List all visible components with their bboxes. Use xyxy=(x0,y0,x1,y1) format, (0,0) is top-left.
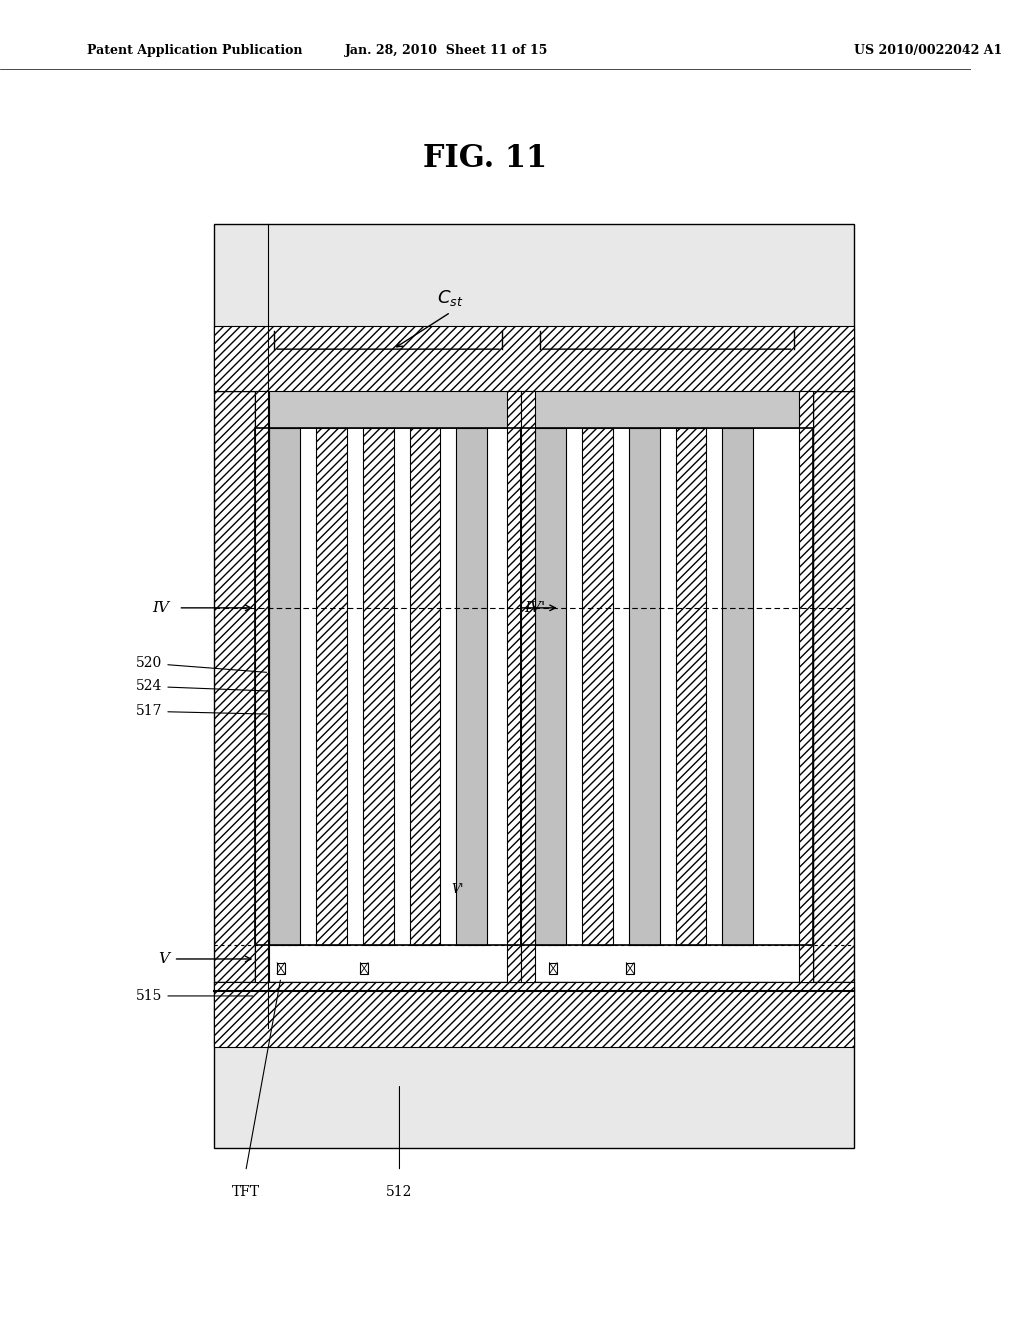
Text: 515: 515 xyxy=(136,989,253,1003)
Bar xyxy=(214,326,854,391)
Bar xyxy=(550,962,557,974)
Text: $C_{st}$: $C_{st}$ xyxy=(437,288,464,308)
Bar xyxy=(255,391,269,982)
Bar xyxy=(362,428,393,945)
Bar xyxy=(410,428,440,945)
Bar xyxy=(214,391,255,982)
Bar xyxy=(627,962,634,974)
Bar xyxy=(255,428,521,945)
Text: IV': IV' xyxy=(524,601,546,615)
Bar xyxy=(360,962,368,974)
Bar xyxy=(536,428,566,945)
Text: 520: 520 xyxy=(136,656,266,672)
Text: 512: 512 xyxy=(386,1185,413,1200)
Text: FIG. 11: FIG. 11 xyxy=(424,143,548,174)
Bar xyxy=(278,962,285,974)
Text: Patent Application Publication: Patent Application Publication xyxy=(87,44,303,57)
Bar xyxy=(269,335,507,428)
Text: 517: 517 xyxy=(136,705,266,718)
Bar xyxy=(457,428,487,945)
Bar xyxy=(676,428,707,945)
Text: IV: IV xyxy=(152,601,169,615)
Bar xyxy=(316,428,347,945)
Text: 524: 524 xyxy=(136,680,266,693)
Text: US 2010/0022042 A1: US 2010/0022042 A1 xyxy=(854,44,1002,57)
Text: V: V xyxy=(158,952,169,966)
Bar xyxy=(521,391,536,982)
Bar xyxy=(214,224,854,391)
Text: TFT: TFT xyxy=(231,1185,260,1200)
Bar xyxy=(582,428,613,945)
Bar xyxy=(507,391,521,982)
Bar xyxy=(269,428,300,945)
Bar xyxy=(214,982,854,1047)
Text: V': V' xyxy=(451,883,463,896)
Bar xyxy=(799,391,813,982)
Bar xyxy=(521,428,813,945)
Bar xyxy=(629,428,659,945)
Bar xyxy=(813,391,854,982)
Bar xyxy=(723,428,754,945)
Text: Jan. 28, 2010  Sheet 11 of 15: Jan. 28, 2010 Sheet 11 of 15 xyxy=(345,44,548,57)
Bar xyxy=(214,982,854,1148)
Bar xyxy=(536,335,799,428)
